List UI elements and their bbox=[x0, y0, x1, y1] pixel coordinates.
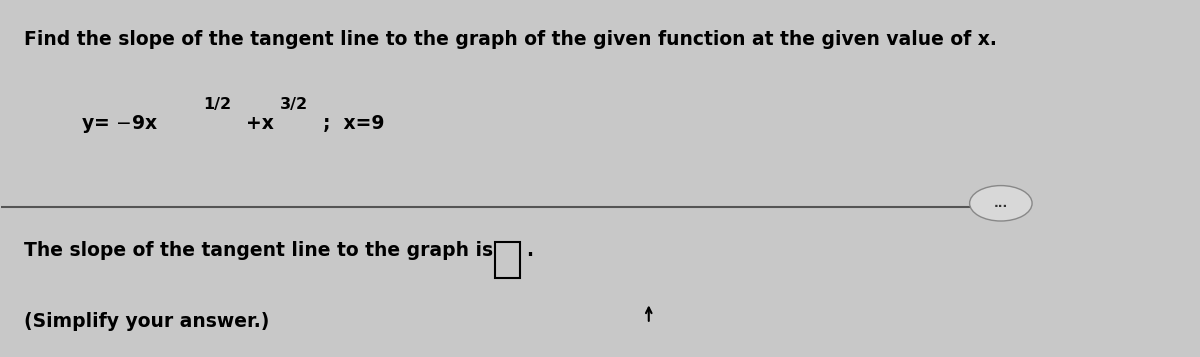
Text: (Simplify your answer.): (Simplify your answer.) bbox=[24, 312, 270, 331]
Text: y= $-$9x: y= $-$9x bbox=[80, 113, 158, 135]
Text: 1/2: 1/2 bbox=[204, 97, 232, 112]
Text: +x: +x bbox=[246, 114, 274, 133]
Text: ;  x=9: ; x=9 bbox=[323, 114, 384, 133]
Ellipse shape bbox=[970, 186, 1032, 221]
Text: The slope of the tangent line to the graph is: The slope of the tangent line to the gra… bbox=[24, 241, 493, 260]
FancyBboxPatch shape bbox=[496, 242, 521, 278]
Text: .: . bbox=[526, 241, 533, 260]
Text: ...: ... bbox=[994, 197, 1008, 210]
Text: 3/2: 3/2 bbox=[280, 97, 307, 112]
Text: Find the slope of the tangent line to the graph of the given function at the giv: Find the slope of the tangent line to th… bbox=[24, 30, 997, 49]
